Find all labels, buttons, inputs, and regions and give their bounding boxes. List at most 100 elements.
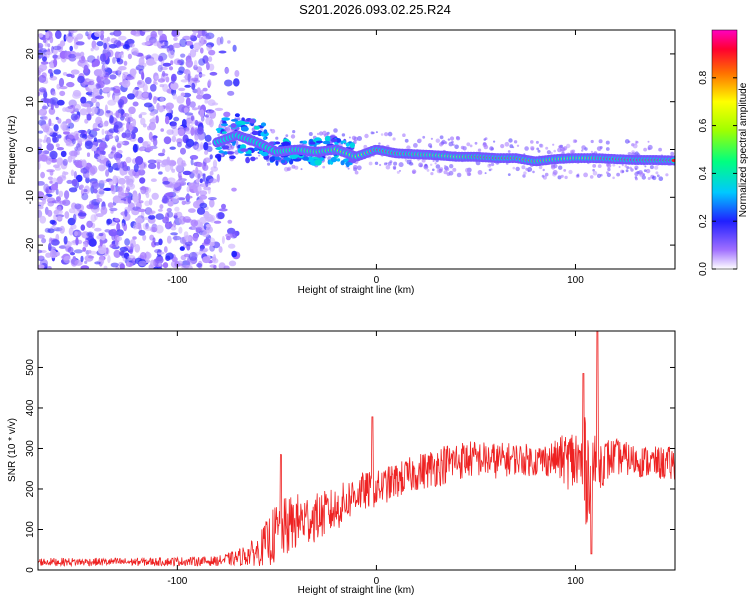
x-tick-label: 0 xyxy=(374,576,380,587)
noise-blob xyxy=(159,97,165,102)
noise-blob xyxy=(196,94,203,100)
noise-blob xyxy=(158,238,163,246)
noise-blob xyxy=(95,95,104,100)
noise-blob xyxy=(49,180,53,184)
noise-blob xyxy=(66,179,73,184)
noise-dot xyxy=(616,172,620,177)
noise-blob xyxy=(83,241,88,248)
noise-blob xyxy=(140,117,146,126)
noise-blob xyxy=(155,256,164,264)
noise-dot xyxy=(596,173,602,178)
noise-blob xyxy=(86,220,93,228)
noise-dot xyxy=(634,177,638,181)
noise-dot xyxy=(316,132,320,136)
noise-dot xyxy=(217,133,220,137)
noise-blob xyxy=(185,143,192,149)
noise-dot xyxy=(378,142,381,145)
noise-blob xyxy=(199,109,205,118)
noise-dot xyxy=(448,141,454,147)
noise-blob xyxy=(159,204,164,210)
noise-blob xyxy=(87,55,96,63)
noise-blob xyxy=(78,129,86,134)
noise-blob xyxy=(134,243,141,253)
noise-blob xyxy=(96,74,104,84)
snr-frame xyxy=(37,330,676,571)
noise-blob xyxy=(179,246,185,251)
noise-blob xyxy=(133,50,139,57)
noise-blob xyxy=(193,79,201,83)
noise-blob xyxy=(153,266,159,269)
noise-blob xyxy=(85,172,91,179)
noise-blob xyxy=(171,135,177,143)
noise-blob xyxy=(150,30,157,38)
noise-blob xyxy=(200,47,204,54)
noise-blob xyxy=(68,53,77,59)
spectrogram-marks xyxy=(38,30,675,269)
noise-blob xyxy=(184,241,193,247)
noise-blob xyxy=(168,66,174,71)
noise-dot xyxy=(670,151,675,156)
noise-blob xyxy=(106,110,111,114)
noise-blob xyxy=(203,157,211,163)
noise-blob xyxy=(95,101,100,109)
noise-blob xyxy=(70,169,75,177)
noise-blob xyxy=(79,133,87,138)
noise-dot xyxy=(590,139,594,144)
noise-blob xyxy=(52,49,58,55)
noise-dot xyxy=(357,136,362,141)
noise-dot xyxy=(484,172,487,175)
noise-blob xyxy=(138,56,145,66)
noise-blob xyxy=(200,89,204,96)
noise-blob xyxy=(233,78,240,87)
noise-blob xyxy=(91,181,100,190)
noise-blob xyxy=(101,244,106,251)
noise-blob xyxy=(79,108,88,116)
noise-blob xyxy=(130,30,137,36)
noise-blob xyxy=(156,161,161,170)
noise-dot xyxy=(443,164,447,168)
noise-blob xyxy=(63,131,70,135)
noise-blob xyxy=(211,102,219,106)
noise-blob xyxy=(84,140,93,150)
signal-blob xyxy=(289,153,299,159)
signal-blob xyxy=(230,123,237,129)
noise-blob xyxy=(207,79,212,87)
noise-blob xyxy=(86,113,92,121)
noise-blob xyxy=(85,31,89,37)
noise-blob xyxy=(118,52,124,59)
noise-blob xyxy=(198,58,206,66)
noise-blob xyxy=(132,118,137,127)
noise-blob xyxy=(95,213,104,218)
noise-dot xyxy=(439,142,444,147)
colorbar-gradient xyxy=(711,29,738,270)
noise-blob xyxy=(154,75,159,80)
noise-blob xyxy=(99,88,103,95)
noise-dot xyxy=(267,162,271,166)
signal-blob xyxy=(336,138,342,143)
noise-dot xyxy=(645,168,651,174)
noise-dot xyxy=(538,165,543,170)
noise-blob xyxy=(144,77,152,85)
noise-blob xyxy=(100,53,106,62)
noise-dot xyxy=(374,161,379,165)
noise-blob xyxy=(43,98,47,103)
noise-blob xyxy=(160,128,164,132)
signal-blob xyxy=(345,161,350,168)
noise-blob xyxy=(116,58,121,63)
signal-blob xyxy=(218,150,224,154)
noise-blob xyxy=(142,83,148,93)
noise-blob xyxy=(194,134,199,141)
noise-dot xyxy=(532,170,535,174)
noise-blob xyxy=(46,136,51,145)
noise-blob xyxy=(232,44,237,52)
noise-blob xyxy=(176,95,185,104)
noise-blob xyxy=(72,213,77,223)
noise-blob xyxy=(208,63,215,71)
noise-dot xyxy=(385,162,388,165)
noise-blob xyxy=(107,255,111,264)
noise-blob xyxy=(133,163,139,173)
noise-blob xyxy=(128,106,136,115)
noise-dot xyxy=(318,131,324,136)
noise-dot xyxy=(286,167,291,172)
noise-blob xyxy=(192,88,198,94)
